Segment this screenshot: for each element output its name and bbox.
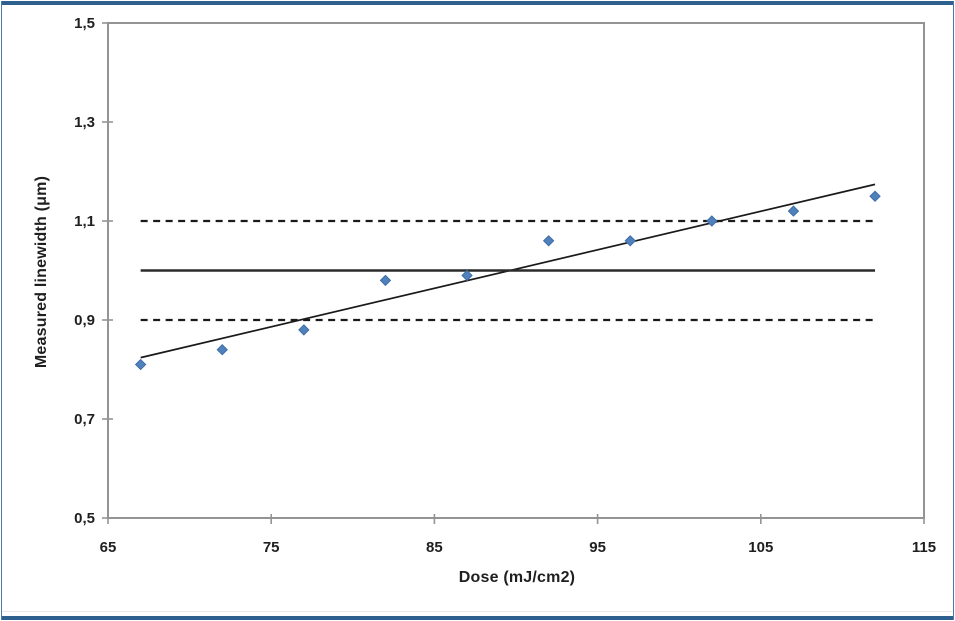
- y-axis-title: Measured linewidth (μm): [33, 175, 50, 369]
- y-tick-label: 1,3: [74, 114, 95, 131]
- bottom-border-bar: [2, 616, 953, 620]
- y-tick-label: 0,9: [74, 312, 95, 329]
- x-tick-label: 75: [263, 539, 280, 556]
- x-tick-label: 65: [100, 539, 117, 556]
- y-tick-label: 1,1: [74, 213, 95, 230]
- data-point: [379, 274, 392, 287]
- x-axis-title: Dose (mJ/cm2): [458, 569, 576, 586]
- data-point: [461, 269, 473, 282]
- data-point: [787, 205, 800, 217]
- data-point: [298, 324, 310, 336]
- x-tick-label: 105: [748, 539, 773, 556]
- data-point: [706, 215, 718, 227]
- y-tick-label: 0,7: [74, 411, 95, 428]
- x-tick-label: 95: [589, 539, 606, 556]
- data-point: [216, 343, 228, 356]
- data-point: [542, 235, 555, 247]
- plot-border: [107, 22, 925, 519]
- x-tick-label: 115: [912, 539, 936, 556]
- x-tick-label: 85: [426, 539, 443, 556]
- divider-line: [2, 611, 953, 612]
- y-tick-label: 1,5: [74, 15, 95, 32]
- data-point: [134, 358, 147, 371]
- y-tick-label: 0,5: [74, 510, 95, 527]
- data-point: [624, 235, 636, 247]
- top-border-bar: [2, 1, 953, 5]
- data-point: [869, 190, 881, 202]
